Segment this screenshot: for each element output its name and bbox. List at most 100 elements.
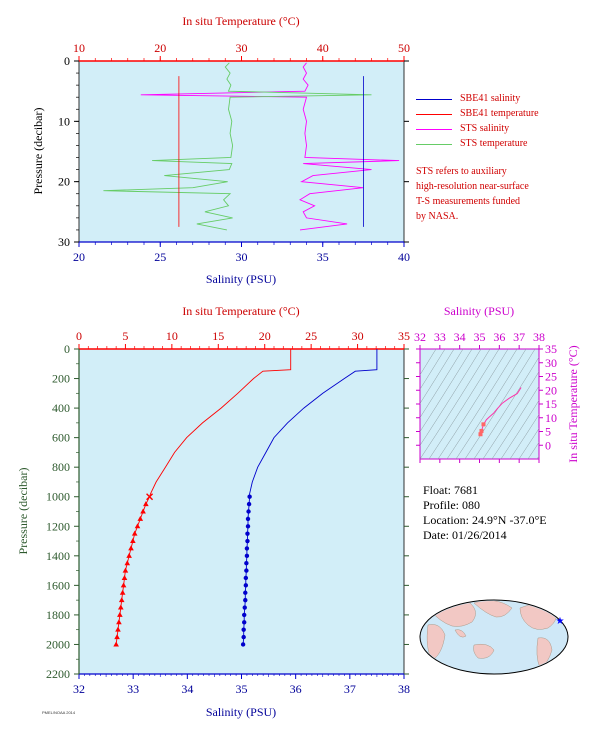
temperature-sample-point — [121, 574, 128, 580]
pressure-tick-label: 20 — [58, 175, 70, 189]
temperature-sample-point — [117, 611, 123, 617]
temperature-sample-point — [130, 538, 136, 544]
density-contour-line — [500, 399, 539, 459]
ts-salinity-tick-label: 38 — [533, 330, 545, 344]
density-contour-line — [482, 371, 539, 459]
ts-temperature-axis-title: In situ Temperature (°C) — [566, 345, 580, 462]
temperature-sample-point — [131, 530, 138, 536]
pressure-tick-label: 200 — [52, 372, 70, 386]
salinity-tick-label: 35 — [236, 682, 248, 696]
salinity-sample-point — [242, 612, 247, 618]
temperature-sample-point — [120, 582, 127, 588]
ts-profile-line — [480, 387, 522, 435]
temperature-sample-point — [113, 641, 119, 647]
map-africa — [426, 624, 446, 661]
salinity-sample-point — [244, 546, 250, 551]
ts-sample-point — [481, 422, 486, 427]
bottom-plot-area — [78, 348, 405, 675]
salinity-sample-point — [240, 642, 246, 647]
temperature-sample-point — [122, 567, 129, 573]
pressure-tick-label: 400 — [52, 401, 70, 415]
salinity-tick-label: 35 — [317, 250, 329, 264]
pressure-tick-label: 1400 — [46, 549, 70, 563]
salinity-sample-point — [241, 634, 246, 640]
date: Date: 01/26/2014 — [423, 528, 507, 542]
salinity-sample-point — [244, 561, 249, 566]
footer-credit: PMEL/NOAA 2014 — [42, 710, 76, 715]
temperature-sample-point — [134, 523, 141, 529]
ts-temperature-tick-label: 15 — [545, 397, 557, 411]
pressure-tick-label: 800 — [52, 460, 70, 474]
temperature-tick-label: 10 — [166, 329, 178, 343]
salinity-sample-point — [244, 553, 250, 559]
temperature-sample-point — [117, 604, 124, 610]
bottom-pressure-ticks: 0 200 400 600 800 1000 1200 1400 1600 1800 2000 220… — [46, 342, 409, 681]
temperature-sample-point — [126, 552, 132, 558]
map-south-america — [536, 637, 553, 669]
density-contour-line — [420, 349, 482, 446]
bottom-series-layer — [113, 349, 378, 647]
temperature-sample-point — [119, 589, 126, 595]
ts-salinity-tick-label: 34 — [454, 330, 466, 344]
series-sts-salinity — [140, 62, 400, 231]
pressure-tick-label: 1000 — [46, 490, 70, 504]
ts-temperature-tick-label: 35 — [545, 342, 557, 356]
temperature-tick-label: 35 — [398, 329, 410, 343]
temperature-tick-label: 50 — [398, 41, 410, 55]
salinity-tick-label: 40 — [398, 250, 410, 264]
salinity-sample-point — [244, 568, 249, 573]
series-sts-temperature — [103, 62, 372, 231]
pressure-tick-label: 600 — [52, 431, 70, 445]
pressure-tick-label: 1800 — [46, 608, 70, 622]
top-salinity-ticks: 20 25 30 35 40 — [73, 242, 410, 264]
ts-salinity-tick-label: 37 — [513, 330, 525, 344]
pressure-tick-label: 0 — [64, 54, 70, 68]
salinity-sample-point — [245, 516, 251, 522]
map-indonesia — [454, 629, 467, 638]
top-pressure-axis-title: Pressure (decibar) — [31, 108, 45, 195]
density-contour-line — [446, 349, 518, 459]
salinity-sample-point — [242, 605, 247, 610]
ts-sample-point — [478, 432, 483, 437]
bottom-pressure-axis-title: Pressure (decibar) — [16, 468, 30, 555]
salinity-tick-label: 20 — [73, 250, 85, 264]
profile-number: Profile: 080 — [423, 498, 480, 512]
salinity-sample-point — [243, 583, 249, 588]
temperature-tick-label: 5 — [122, 329, 128, 343]
top-temperature-axis-title: In situ Temperature (°C) — [182, 14, 299, 28]
top-series-layer — [103, 62, 400, 231]
location: Location: 24.9°N -37.0°E — [423, 513, 547, 527]
temperature-sample-point — [115, 626, 121, 632]
top-pressure-ticks: 0 10 20 30 — [58, 54, 409, 249]
float-id: Float: 7681 — [423, 483, 479, 497]
salinity-sample-point — [246, 501, 252, 507]
sts-note: STS refers to auxiliary high-resolution … — [416, 164, 529, 224]
note-line: STS refers to auxiliary — [416, 166, 507, 177]
pressure-tick-label: 30 — [58, 235, 70, 249]
temperature-sample-point — [143, 501, 149, 507]
ts-salinity-tick-label: 36 — [493, 330, 505, 344]
temperature-sample-cross — [146, 493, 154, 501]
pressure-tick-label: 2000 — [46, 637, 70, 651]
ts-salinity-tick-label: 33 — [434, 330, 446, 344]
density-contour-line — [420, 349, 437, 376]
temperature-sample-point — [128, 545, 134, 551]
salinity-sample-point — [245, 531, 250, 536]
salinity-tick-label: 32 — [73, 682, 85, 696]
ts-temperature-tick-label: 0 — [545, 438, 551, 452]
bottom-salinity-axis-title: Salinity (PSU) — [206, 705, 276, 719]
density-contour-line — [527, 441, 539, 459]
ts-salinity-axis-title: Salinity (PSU) — [444, 304, 514, 318]
salinity-sample-point — [243, 590, 248, 595]
temperature-sample-point — [137, 515, 144, 521]
ts-temperature-tick-label: 25 — [545, 370, 557, 384]
ts-series-layer — [478, 387, 522, 437]
salinity-sample-point — [241, 627, 246, 632]
top-salinity-axis-title: Salinity (PSU) — [206, 272, 276, 286]
temperature-tick-label: 20 — [259, 329, 271, 343]
temperature-sample-point — [116, 619, 122, 625]
ts-sample-point — [479, 428, 484, 433]
salinity-sample-point — [246, 509, 251, 514]
